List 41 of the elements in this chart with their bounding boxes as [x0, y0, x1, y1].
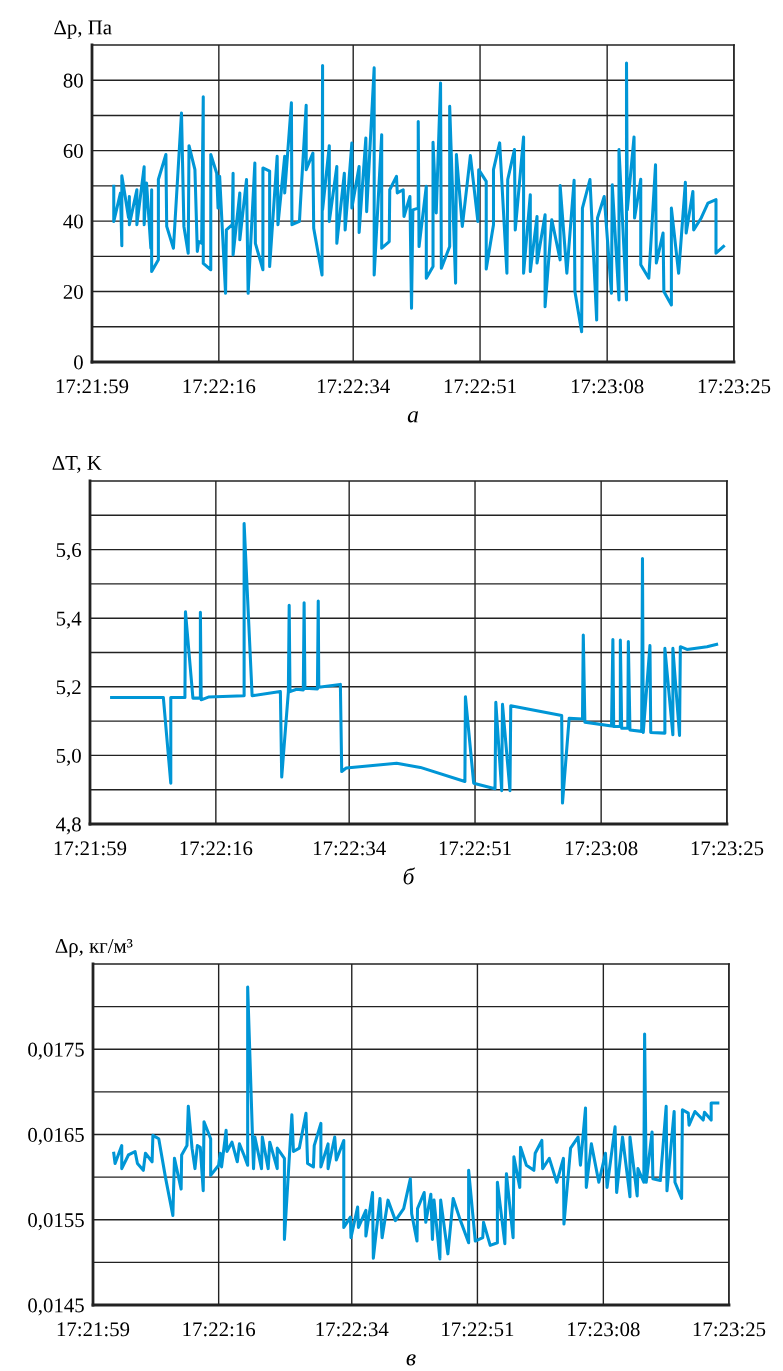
y-tick-label: 5,6	[56, 543, 82, 561]
x-axis-title: б	[403, 867, 416, 885]
x-tick-label: 17:22:34	[313, 841, 386, 856]
x-tick-label: 17:22:34	[318, 379, 390, 394]
y-tick-label: 5,2	[56, 680, 81, 698]
x-tick-label: 17:22:34	[316, 1322, 389, 1337]
y-tick-label: 0,0165	[28, 1127, 84, 1145]
line-series	[112, 61, 726, 334]
x-tick-label: 17:23:08	[568, 1322, 640, 1337]
y-axis-title: ΔT, K	[52, 455, 102, 473]
y-axis-title: Δρ, кг/м³	[55, 938, 133, 958]
x-tick-label: 17:23:25	[691, 841, 764, 856]
x-tick-label: 17:23:25	[693, 1322, 766, 1337]
y-tick-label: 0,0155	[28, 1213, 84, 1231]
x-tick-label: 17:23:25	[698, 379, 771, 394]
y-tick-label: 0,0175	[28, 1042, 84, 1060]
x-tick-label: 17:22:51	[442, 1322, 514, 1337]
y-tick-label: 0,0145	[28, 1298, 84, 1316]
x-tick-label: 17:21:59	[54, 841, 127, 856]
line-series	[110, 522, 719, 805]
y-tick-label: 5,4	[56, 611, 82, 629]
x-tick-label: 17:21:59	[56, 379, 129, 394]
x-axis-title: в	[406, 1354, 416, 1366]
y-tick-label: 80	[63, 73, 83, 88]
y-tick-label: 20	[63, 284, 83, 299]
x-tick-label: 17:22:16	[180, 841, 253, 856]
x-tick-label: 17:22:16	[183, 379, 256, 394]
x-tick-label: 17:21:59	[57, 1322, 130, 1337]
y-tick-label: 5,0	[56, 748, 81, 766]
x-tick-label: 17:22:51	[444, 379, 516, 394]
y-tick-label: 60	[63, 144, 83, 159]
x-tick-label: 17:23:08	[565, 841, 638, 856]
x-tick-label: 17:22:16	[183, 1322, 256, 1337]
x-tick-label: 17:22:51	[439, 841, 511, 856]
x-tick-label: 17:23:08	[571, 379, 644, 394]
y-tick-label: 40	[63, 214, 83, 229]
y-axis-title: Δp, Па	[54, 20, 112, 39]
x-axis-title: а	[407, 411, 419, 423]
y-tick-label: 0	[74, 355, 83, 370]
y-tick-label: 4,8	[56, 817, 81, 835]
line-series	[112, 985, 720, 1261]
